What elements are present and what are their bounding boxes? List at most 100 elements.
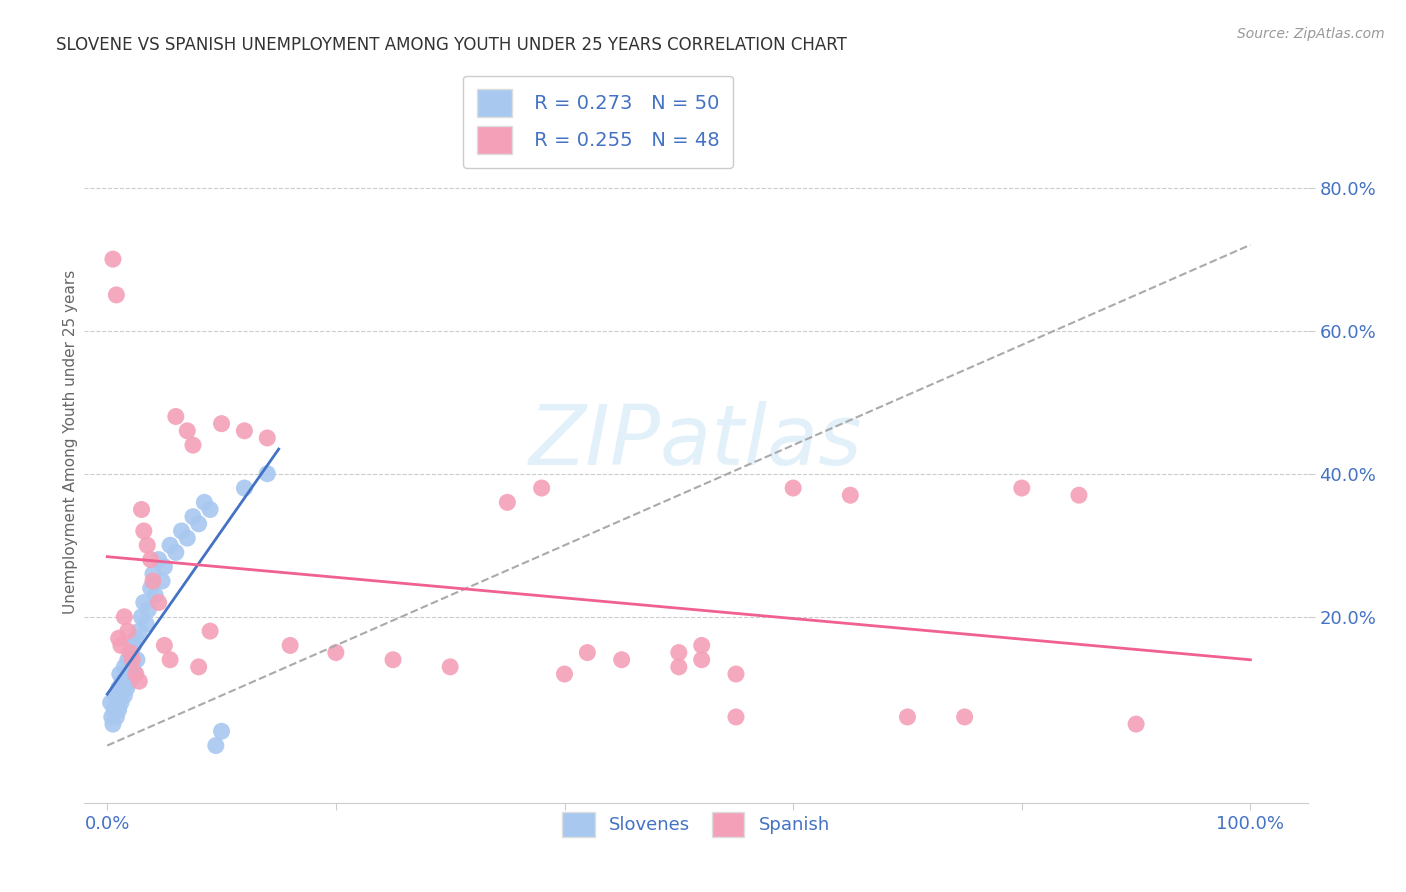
- Point: [131, 609, 153, 624]
- Point: [117, 624, 139, 639]
- Point: [610, 653, 633, 667]
- Point: [325, 646, 347, 660]
- Point: [896, 710, 918, 724]
- Point: [953, 710, 976, 724]
- Point: [782, 481, 804, 495]
- Point: [198, 502, 221, 516]
- Point: [139, 581, 162, 595]
- Point: [724, 667, 747, 681]
- Point: [101, 717, 124, 731]
- Point: [153, 559, 176, 574]
- Point: [110, 639, 132, 653]
- Point: [121, 653, 143, 667]
- Point: [165, 409, 187, 424]
- Point: [256, 431, 278, 445]
- Point: [105, 288, 128, 302]
- Point: [128, 624, 150, 639]
- Point: [103, 703, 125, 717]
- Point: [138, 602, 160, 616]
- Point: [111, 674, 134, 689]
- Point: [176, 424, 198, 438]
- Point: [107, 696, 129, 710]
- Point: [118, 667, 141, 681]
- Point: [193, 495, 215, 509]
- Point: [1067, 488, 1090, 502]
- Point: [121, 660, 143, 674]
- Point: [107, 681, 129, 696]
- Point: [125, 653, 148, 667]
- Point: [148, 552, 170, 566]
- Point: [112, 660, 135, 674]
- Point: [131, 502, 153, 516]
- Point: [198, 624, 221, 639]
- Point: [278, 639, 301, 653]
- Point: [170, 524, 193, 538]
- Point: [143, 588, 166, 602]
- Point: [181, 438, 204, 452]
- Legend: Slovenes, Spanish: Slovenes, Spanish: [555, 805, 837, 845]
- Point: [150, 574, 173, 588]
- Point: [132, 595, 155, 609]
- Point: [148, 595, 170, 609]
- Point: [553, 667, 575, 681]
- Point: [439, 660, 461, 674]
- Point: [1011, 481, 1033, 495]
- Point: [120, 646, 142, 660]
- Point: [120, 646, 142, 660]
- Point: [839, 488, 862, 502]
- Point: [159, 653, 181, 667]
- Point: [142, 566, 165, 581]
- Point: [530, 481, 553, 495]
- Point: [117, 653, 139, 667]
- Text: ZIPatlas: ZIPatlas: [529, 401, 863, 482]
- Point: [101, 710, 124, 724]
- Point: [135, 617, 157, 632]
- Point: [724, 710, 747, 724]
- Point: [576, 646, 599, 660]
- Point: [122, 639, 145, 653]
- Point: [690, 653, 713, 667]
- Point: [159, 538, 181, 552]
- Point: [112, 689, 135, 703]
- Point: [104, 689, 127, 703]
- Point: [233, 481, 256, 495]
- Text: SLOVENE VS SPANISH UNEMPLOYMENT AMONG YOUTH UNDER 25 YEARS CORRELATION CHART: SLOVENE VS SPANISH UNEMPLOYMENT AMONG YO…: [56, 36, 846, 54]
- Point: [165, 545, 187, 559]
- Y-axis label: Unemployment Among Youth under 25 years: Unemployment Among Youth under 25 years: [63, 269, 77, 614]
- Point: [187, 660, 209, 674]
- Point: [176, 531, 198, 545]
- Point: [112, 609, 135, 624]
- Point: [120, 674, 142, 689]
- Point: [107, 703, 129, 717]
- Point: [132, 524, 155, 538]
- Point: [114, 674, 136, 689]
- Point: [153, 639, 176, 653]
- Point: [211, 417, 233, 431]
- Point: [187, 516, 209, 531]
- Point: [181, 509, 204, 524]
- Point: [125, 667, 148, 681]
- Point: [496, 495, 519, 509]
- Point: [108, 667, 131, 681]
- Point: [115, 681, 138, 696]
- Point: [1125, 717, 1147, 731]
- Point: [256, 467, 278, 481]
- Point: [139, 552, 162, 566]
- Point: [668, 646, 690, 660]
- Point: [105, 710, 128, 724]
- Point: [110, 696, 132, 710]
- Point: [211, 724, 233, 739]
- Point: [125, 632, 148, 646]
- Point: [382, 653, 405, 667]
- Point: [108, 689, 131, 703]
- Point: [136, 538, 159, 552]
- Point: [142, 574, 165, 588]
- Point: [100, 696, 122, 710]
- Point: [101, 252, 124, 266]
- Point: [124, 667, 146, 681]
- Text: Source: ZipAtlas.com: Source: ZipAtlas.com: [1237, 27, 1385, 41]
- Point: [112, 681, 135, 696]
- Point: [107, 632, 129, 646]
- Point: [690, 639, 713, 653]
- Point: [233, 424, 256, 438]
